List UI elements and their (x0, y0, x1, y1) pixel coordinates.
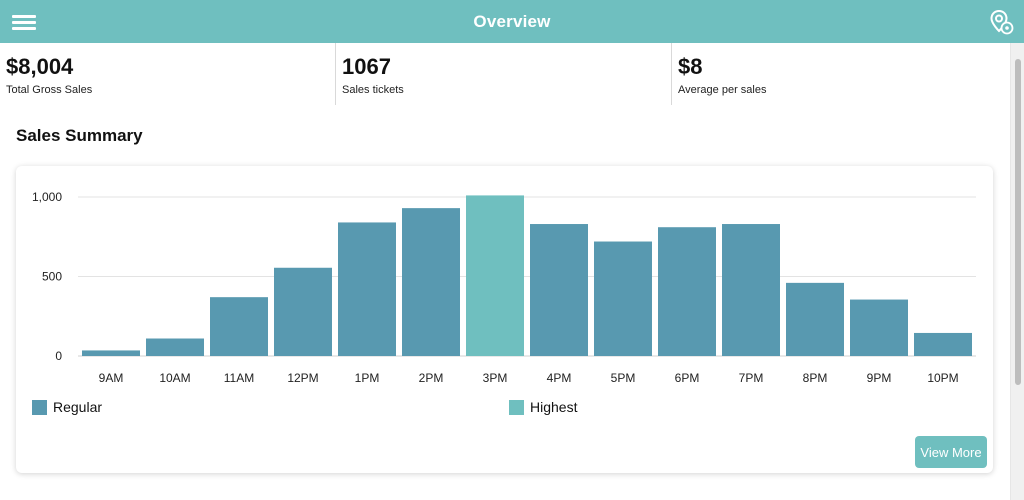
x-tick-label: 10AM (159, 371, 190, 385)
bar-1pm[interactable] (338, 222, 396, 356)
bar-8pm[interactable] (786, 282, 844, 356)
stat-total-gross-sales: $8,004 Total Gross Sales (0, 43, 336, 105)
legend-label: Highest (530, 399, 578, 415)
y-tick-label: 500 (42, 270, 62, 284)
x-tick-label: 5PM (611, 371, 636, 385)
bar-9pm[interactable] (850, 299, 908, 356)
x-tick-label: 9AM (99, 371, 124, 385)
x-tick-label: 7PM (739, 371, 764, 385)
x-tick-label: 6PM (675, 371, 700, 385)
bar-10pm[interactable] (914, 332, 972, 356)
stats-row: $8,004 Total Gross Sales 1067 Sales tick… (0, 43, 1010, 105)
legend-item-highest: Highest (509, 399, 577, 415)
scrollbar-thumb[interactable] (1015, 59, 1021, 385)
x-tick-label: 9PM (867, 371, 892, 385)
legend-swatch-regular (32, 399, 47, 415)
page-title: Overview (473, 11, 551, 31)
x-tick-label: 4PM (547, 371, 572, 385)
section-title: Sales Summary (16, 126, 143, 145)
y-tick-label: 1,000 (32, 190, 62, 204)
stat-label: Sales tickets (342, 84, 404, 96)
stat-value: $8 (678, 54, 703, 79)
legend-swatch-highest (509, 399, 524, 415)
x-tick-label: 8PM (803, 371, 828, 385)
bar-5pm[interactable] (594, 241, 652, 356)
bar-7pm[interactable] (722, 224, 780, 356)
x-tick-label: 11AM (224, 371, 254, 385)
legend-label: Regular (53, 399, 103, 415)
legend-item-regular: Regular (32, 399, 102, 415)
x-tick-label: 2PM (419, 371, 444, 385)
stat-label: Total Gross Sales (6, 84, 93, 96)
stat-value: $8,004 (6, 54, 74, 79)
stat-average-per-sales: $8 Average per sales (672, 43, 1008, 105)
sales-bar-chart: 0 500 1,000 9AM 10AM 11AM 12PM 1PM 2PM 3PM 4PM 5PM 6… (32, 190, 976, 385)
location-settings-icon[interactable] (988, 9, 1014, 35)
bar-10am[interactable] (146, 338, 204, 356)
bar-2pm[interactable] (402, 208, 460, 356)
bar-12pm[interactable] (274, 267, 332, 356)
bar-11am[interactable] (210, 297, 268, 356)
sales-summary-card: 0 500 1,000 9AM 10AM 11AM 12PM 1PM 2PM 3PM 4PM 5PM 6… (16, 166, 993, 473)
bar-3pm[interactable] (466, 195, 524, 356)
x-tick-label: 3PM (483, 371, 508, 385)
x-tick-label: 10PM (927, 371, 958, 385)
x-tick-label: 1PM (355, 371, 380, 385)
view-more-button[interactable]: View More (915, 436, 987, 468)
bar-4pm[interactable] (530, 224, 588, 356)
y-tick-label: 0 (55, 349, 62, 363)
stat-value: 1067 (342, 54, 391, 79)
bar-9am[interactable] (82, 350, 140, 356)
x-tick-label: 12PM (287, 371, 318, 385)
bar-6pm[interactable] (658, 227, 716, 356)
stat-sales-tickets: 1067 Sales tickets (336, 43, 672, 105)
top-app-bar: Overview (0, 0, 1024, 43)
stat-label: Average per sales (678, 84, 767, 96)
vertical-scrollbar[interactable] (1010, 43, 1024, 500)
hamburger-menu-icon[interactable] (12, 12, 36, 32)
